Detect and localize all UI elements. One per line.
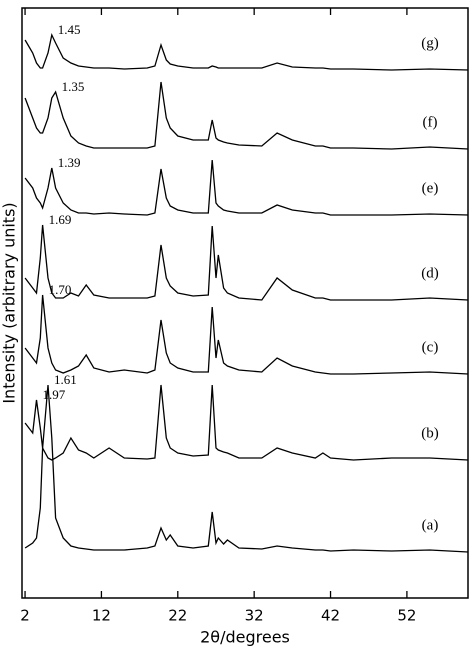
x-tick-label: 52 <box>397 607 416 625</box>
peak-label: 1.97 <box>43 387 66 402</box>
trace <box>24 81 469 150</box>
trace <box>24 294 469 375</box>
peak-label: 1.35 <box>62 79 85 94</box>
x-tick-label: 22 <box>168 607 187 625</box>
trace <box>24 384 469 461</box>
peak-label: 1.70 <box>49 282 72 297</box>
series-label: (f) <box>423 114 438 130</box>
peak-label: 1.69 <box>49 212 72 227</box>
trace <box>24 384 469 553</box>
x-tick-label: 42 <box>321 607 340 625</box>
trace <box>24 32 469 71</box>
x-tick-label: 12 <box>92 607 111 625</box>
trace <box>24 159 469 216</box>
peak-label: 1.61 <box>54 372 77 387</box>
series-label: (b) <box>421 425 439 441</box>
peak-label: 1.39 <box>58 155 81 170</box>
peak-label: 1.45 <box>58 22 81 37</box>
x-tick-label: 32 <box>245 607 264 625</box>
plot-frame <box>21 7 469 599</box>
series-label: (g) <box>421 35 439 51</box>
x-tick-label: 2 <box>20 607 30 625</box>
series-label: (d) <box>421 265 439 281</box>
series-label: (a) <box>422 517 439 533</box>
x-axis-title: 2θ/degrees <box>200 628 290 647</box>
series-label: (e) <box>422 180 439 196</box>
trace <box>24 224 469 301</box>
y-axis-title: Intensity (arbitrary units) <box>0 202 19 403</box>
series-label: (c) <box>422 339 439 355</box>
